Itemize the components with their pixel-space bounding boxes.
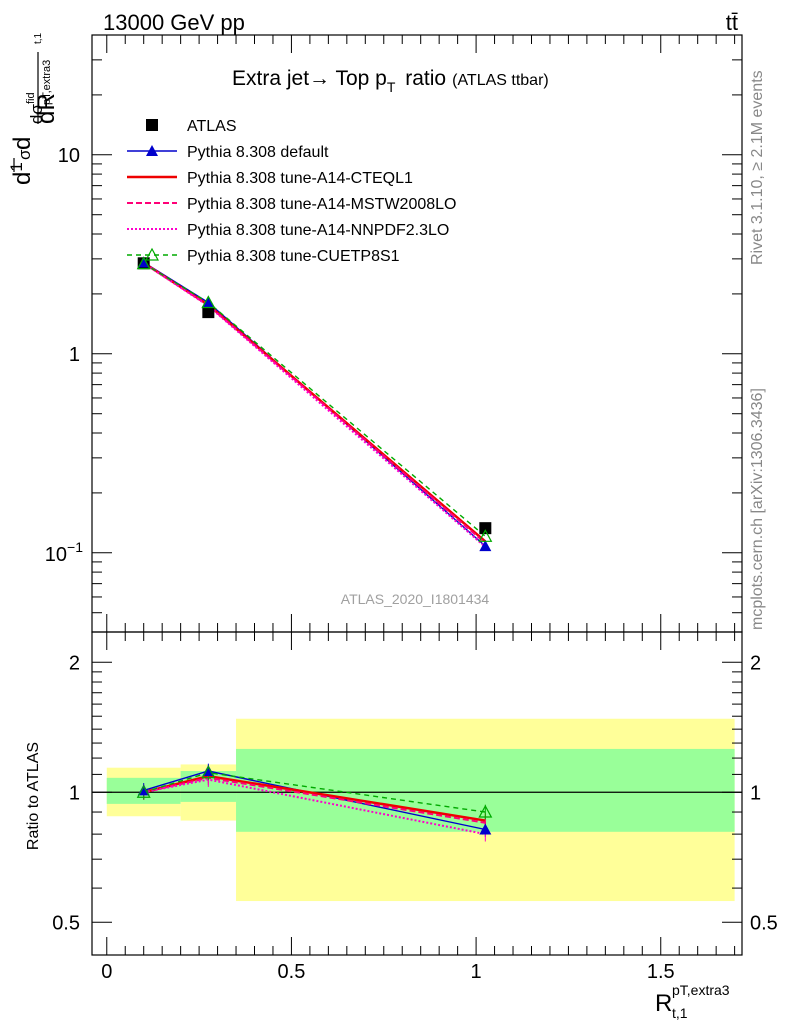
- rivet-label: Rivet 3.1.10, ≥ 2.1M events: [749, 70, 766, 265]
- ratio-y-tick-label: 0.5: [750, 912, 778, 934]
- ratio-point-default: [479, 823, 492, 835]
- svg-text:d: d: [9, 137, 36, 150]
- ratio-ylabel: Ratio to ATLAS: [25, 742, 42, 850]
- axis-ticks: 0 0.5 1 1.5 10−1 1 10 0.5 0.5 1 1 2 2: [45, 34, 778, 983]
- point-cuetp8s1: [136, 256, 151, 270]
- point-default: [137, 256, 150, 268]
- svg-text:t,1: t,1: [672, 1005, 688, 1021]
- legend-label-ATLAS: ATLAS: [187, 118, 237, 135]
- ratio-y-tick-label: 2: [750, 652, 761, 674]
- legend-marker-default: [146, 145, 158, 156]
- legend-label-cteql1: Pythia 8.308 tune-A14-CTEQL1: [187, 170, 413, 187]
- legend: ATLAS Pythia 8.308 default Pythia 8.308 tu…: [127, 118, 456, 265]
- ratio-point-cuetp8s1: [136, 785, 151, 798]
- legend-label-cuetp8s1: Pythia 8.308 tune-CUETP8S1: [187, 248, 400, 265]
- point-ATLAS: [202, 306, 215, 319]
- x-tick-label: 0: [101, 961, 112, 983]
- ratio-y-tick-label: 1: [69, 782, 80, 804]
- svg-text:dσfid: dσfid: [25, 92, 46, 124]
- legend-label-mstw: Pythia 8.308 tune-A14-MSTW2008LO: [187, 196, 456, 213]
- process-label: tt̄: [726, 10, 738, 35]
- energy-label: 13000 GeV pp: [103, 10, 245, 35]
- series-line-cuetp8s1: [143, 262, 486, 537]
- x-tick-label: 1.5: [647, 961, 675, 983]
- ratio-point-cuetp8s1: [201, 765, 216, 779]
- analysis-watermark: ATLAS_2020_I1801434: [341, 591, 490, 607]
- ratio-point-cuetp8s1: [478, 804, 493, 818]
- legend-marker-cuetp8s1: [144, 247, 160, 261]
- svg-text:σ: σ: [15, 149, 34, 160]
- svg-text:pT,extra3: pT,extra3: [672, 982, 730, 998]
- x-tick-label: 1: [471, 961, 482, 983]
- series-line-nnpdf: [143, 262, 486, 548]
- point-cuetp8s1: [478, 529, 493, 542]
- svg-text:t,1: t,1: [33, 32, 44, 44]
- svg-text:d1: d1: [7, 162, 36, 185]
- mcplots-label: mcplots.cern.ch [arXiv:1306.3436]: [749, 388, 766, 630]
- ratio-y-tick-label: 1: [750, 782, 761, 804]
- point-cuetp8s1: [201, 295, 216, 309]
- legend-label-default: Pythia 8.308 default: [187, 144, 329, 161]
- y-tick-label: 10: [58, 145, 80, 167]
- y-tick-label: 10−1: [45, 539, 83, 566]
- ratio-frame: [91, 631, 743, 956]
- point-default: [479, 540, 492, 552]
- svg-text:R: R: [655, 990, 672, 1017]
- x-axis-title: R pT,extra3 t,1: [655, 982, 730, 1021]
- series-line-cteql1: [143, 261, 487, 543]
- svg-text:pT,extra3: pT,extra3: [41, 60, 53, 105]
- series-points: [136, 256, 493, 835]
- point-default: [202, 296, 215, 308]
- legend-label-nnpdf: Pythia 8.308 tune-A14-NNPDF2.3LO: [187, 222, 449, 239]
- svg-text:dR: dR: [33, 93, 60, 124]
- chart-title: Extra jet→ Top pT ratio (ATLAS ttbar): [232, 67, 549, 95]
- plot-frames: [91, 34, 743, 956]
- legend-marker-ATLAS: [146, 119, 158, 131]
- x-tick-label: 0.5: [278, 961, 306, 983]
- y-tick-label: 1: [69, 344, 80, 366]
- main-ylabel: d1 σ d dσfid pT,extra3 dR t,1: [7, 32, 60, 185]
- ratio-y-tick-label: 2: [69, 652, 80, 674]
- ratio-y-tick-label: 0.5: [52, 912, 80, 934]
- point-ATLAS: [479, 522, 492, 535]
